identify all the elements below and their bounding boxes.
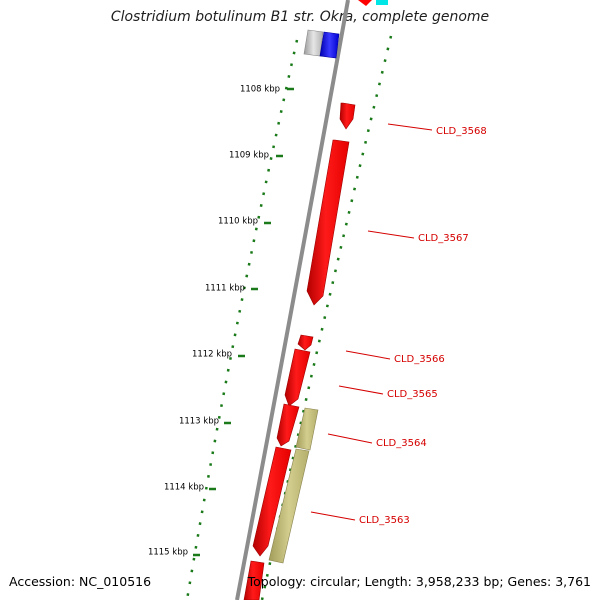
scale-tick: 1110 kbp: [218, 217, 271, 227]
gene-label-text[interactable]: CLD_3567: [418, 233, 469, 244]
cds-arrow-bottom: [243, 560, 265, 600]
scale-tick: 1109 kbp: [229, 151, 283, 161]
gene-label-text[interactable]: CLD_3566: [394, 354, 445, 365]
gene-label-text[interactable]: CLD_3564: [376, 438, 427, 449]
scale-tick: 1115 kbp: [148, 548, 200, 558]
gene-label-cld-3564[interactable]: CLD_3564: [327, 433, 427, 449]
gene-label-text[interactable]: CLD_3563: [359, 515, 410, 526]
gene-label-cld-3567[interactable]: CLD_3567: [367, 230, 469, 244]
blue-feature: [319, 31, 340, 59]
gene-label-cld-3568[interactable]: CLD_3568: [387, 123, 487, 137]
rrna-feature-lower: [268, 448, 310, 564]
scale-label: 1114 kbp: [164, 483, 204, 493]
scale-bar: 1108 kbp 1109 kbp 1110 kbp 1111 kbp 1112…: [148, 85, 294, 558]
scale-label: 1110 kbp: [218, 217, 258, 227]
scale-label: 1109 kbp: [229, 151, 269, 161]
scale-tick: 1112 kbp: [192, 350, 245, 360]
scale-tick: 1113 kbp: [179, 417, 231, 427]
accession-text: Accession: NC_010516: [9, 574, 152, 589]
grey-feature: [303, 29, 324, 57]
gene-label-cld-3565[interactable]: CLD_3565: [338, 385, 438, 400]
gene-label-cld-3563[interactable]: CLD_3563: [310, 511, 410, 526]
red-feature-top: [358, 0, 372, 6]
scale-tick: 1108 kbp: [240, 85, 294, 95]
cyan-feature-top: [376, 0, 388, 5]
inner-tick-track: [185, 39, 299, 600]
cds-arrow-cld-3565: [284, 348, 311, 407]
gene-label-text[interactable]: CLD_3565: [387, 389, 438, 400]
cds-arrow-cld-3564: [276, 403, 300, 447]
cds-arrow-cld-3566: [297, 334, 314, 351]
topology-text: Topology: circular; Length: 3,958,233 bp…: [247, 574, 591, 589]
genome-title: Clostridium botulinum B1 str. Okra, comp…: [110, 9, 490, 25]
rrna-feature-upper: [295, 407, 319, 451]
scale-label: 1115 kbp: [148, 548, 188, 558]
scale-tick: 1114 kbp: [164, 483, 216, 493]
gene-label-text[interactable]: CLD_3568: [436, 126, 487, 137]
scale-label: 1113 kbp: [179, 417, 219, 427]
cds-arrow-cld-3567: [306, 139, 350, 306]
scale-tick: 1111 kbp: [205, 284, 258, 294]
scale-label: 1108 kbp: [240, 85, 280, 95]
cds-arrow-cld-3563: [252, 446, 292, 557]
cds-arrow-cld-3568: [339, 102, 356, 130]
scale-label: 1111 kbp: [205, 284, 245, 294]
scale-label: 1112 kbp: [192, 350, 232, 360]
genome-backbone: [235, 0, 350, 600]
gene-label-cld-3566[interactable]: CLD_3566: [345, 350, 445, 365]
